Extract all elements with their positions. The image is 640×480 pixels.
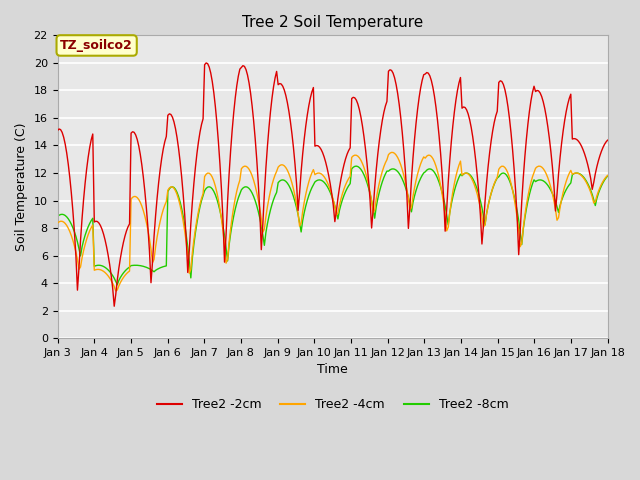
Title: Tree 2 Soil Temperature: Tree 2 Soil Temperature — [242, 15, 423, 30]
Y-axis label: Soil Temperature (C): Soil Temperature (C) — [15, 122, 28, 251]
Text: TZ_soilco2: TZ_soilco2 — [60, 39, 133, 52]
X-axis label: Time: Time — [317, 363, 348, 376]
Legend: Tree2 -2cm, Tree2 -4cm, Tree2 -8cm: Tree2 -2cm, Tree2 -4cm, Tree2 -8cm — [152, 393, 513, 416]
